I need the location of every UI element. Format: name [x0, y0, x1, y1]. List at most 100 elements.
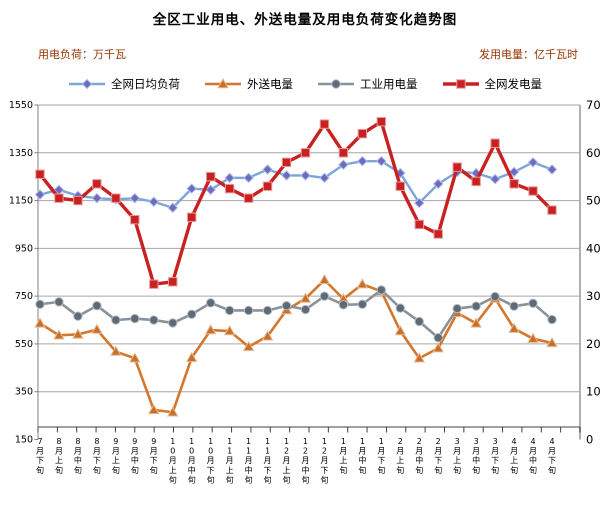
- svg-text:950: 950: [15, 243, 33, 254]
- svg-text:旬: 旬: [74, 465, 82, 475]
- svg-text:上: 上: [112, 456, 120, 465]
- x-axis-labels: 7月下旬8月上旬8月中旬8月下旬9月上旬9月中旬9月下旬10月上旬10月中旬10…: [36, 437, 556, 484]
- svg-text:旬: 旬: [169, 474, 177, 484]
- svg-text:上: 上: [55, 456, 63, 465]
- svg-text:月: 月: [415, 447, 423, 456]
- legend-label: 工业用电量: [360, 77, 418, 91]
- svg-text:上: 上: [226, 466, 234, 475]
- svg-text:3: 3: [455, 437, 460, 446]
- svg-text:月: 月: [169, 456, 177, 465]
- chart-title: 全区工业用电、外送电量及用电负荷变化趋势图: [152, 12, 458, 28]
- svg-text:1: 1: [265, 447, 270, 456]
- svg-text:月: 月: [55, 447, 63, 456]
- svg-text:旬: 旬: [226, 474, 234, 484]
- svg-text:1: 1: [303, 437, 308, 446]
- svg-text:0: 0: [170, 447, 175, 456]
- svg-text:旬: 旬: [188, 474, 196, 484]
- svg-text:8: 8: [56, 437, 61, 446]
- legend-diamond-marker-icon: [69, 78, 105, 90]
- svg-text:中: 中: [358, 455, 366, 465]
- svg-text:4: 4: [530, 437, 535, 446]
- svg-text:旬: 旬: [472, 465, 480, 475]
- svg-text:0: 0: [189, 447, 194, 456]
- svg-text:中: 中: [472, 455, 480, 465]
- svg-text:50: 50: [586, 194, 601, 208]
- svg-text:旬: 旬: [510, 465, 518, 475]
- svg-text:下: 下: [207, 466, 215, 475]
- chart-legend: 全网日均负荷 外送电量 工业用电量 全网发电量: [0, 76, 610, 92]
- svg-text:1: 1: [246, 437, 251, 446]
- svg-text:7: 7: [37, 437, 42, 446]
- svg-text:月: 月: [207, 456, 215, 465]
- svg-text:60: 60: [586, 146, 601, 160]
- svg-text:下: 下: [491, 456, 499, 465]
- legend-circle-marker-icon: [318, 79, 354, 89]
- svg-text:下: 下: [93, 456, 101, 465]
- legend-square-marker-icon: [442, 79, 479, 89]
- axes: [34, 104, 581, 440]
- svg-text:月: 月: [510, 447, 518, 456]
- svg-text:下: 下: [434, 456, 442, 465]
- svg-text:月: 月: [453, 447, 461, 456]
- svg-text:550: 550: [15, 339, 33, 350]
- svg-text:旬: 旬: [358, 465, 366, 475]
- svg-text:9: 9: [132, 437, 137, 446]
- svg-text:1: 1: [284, 437, 289, 446]
- right-axis-unit-label: 发用电量：亿千瓦时: [479, 48, 578, 61]
- svg-text:旬: 旬: [320, 474, 328, 484]
- svg-text:月: 月: [491, 447, 499, 456]
- svg-text:旬: 旬: [396, 465, 404, 475]
- svg-text:旬: 旬: [434, 465, 442, 475]
- svg-text:1550: 1550: [9, 100, 33, 111]
- svg-text:月: 月: [529, 447, 537, 456]
- legend-item-export: 外送电量: [204, 76, 293, 92]
- svg-text:月: 月: [283, 456, 291, 465]
- svg-text:750: 750: [15, 291, 33, 302]
- svg-text:1: 1: [208, 437, 213, 446]
- svg-text:月: 月: [377, 447, 385, 456]
- svg-text:旬: 旬: [36, 465, 44, 475]
- svg-text:20: 20: [586, 337, 601, 351]
- svg-text:月: 月: [548, 447, 556, 456]
- svg-text:上: 上: [510, 456, 518, 465]
- svg-text:旬: 旬: [415, 465, 423, 475]
- svg-text:旬: 旬: [377, 465, 385, 475]
- svg-text:中: 中: [301, 465, 309, 475]
- legend-label: 全网日均负荷: [111, 77, 180, 91]
- svg-text:1: 1: [189, 437, 194, 446]
- svg-text:3: 3: [474, 437, 479, 446]
- svg-text:中: 中: [188, 465, 196, 475]
- svg-text:8: 8: [75, 437, 80, 446]
- svg-text:旬: 旬: [207, 474, 215, 484]
- svg-text:月: 月: [74, 447, 82, 456]
- svg-text:2: 2: [436, 437, 441, 446]
- svg-text:月: 月: [131, 447, 139, 456]
- svg-text:下: 下: [377, 456, 385, 465]
- svg-text:中: 中: [415, 455, 423, 465]
- svg-text:月: 月: [472, 447, 480, 456]
- svg-text:30: 30: [586, 289, 601, 303]
- svg-text:2: 2: [417, 437, 422, 446]
- svg-text:下: 下: [150, 456, 158, 465]
- svg-text:1: 1: [341, 437, 346, 446]
- svg-text:上: 上: [396, 456, 404, 465]
- series-全网发电量: [35, 117, 557, 289]
- left-axis-unit-label: 用电负荷：万千瓦: [38, 48, 126, 61]
- svg-text:上: 上: [283, 466, 291, 475]
- axis-tick-labels: 1550135011509507505503501507060504030201…: [9, 98, 601, 447]
- legend-triangle-marker-icon: [205, 78, 241, 89]
- svg-text:月: 月: [358, 447, 366, 456]
- svg-text:4: 4: [549, 437, 554, 446]
- svg-text:月: 月: [434, 447, 442, 456]
- legend-item-industrial: 工业用电量: [317, 76, 418, 92]
- svg-text:月: 月: [396, 447, 404, 456]
- svg-text:旬: 旬: [339, 465, 347, 475]
- svg-text:1: 1: [246, 447, 251, 456]
- svg-text:旬: 旬: [283, 474, 291, 484]
- svg-text:下: 下: [548, 456, 556, 465]
- svg-text:下: 下: [264, 466, 272, 475]
- svg-text:350: 350: [15, 387, 33, 398]
- svg-text:旬: 旬: [131, 465, 139, 475]
